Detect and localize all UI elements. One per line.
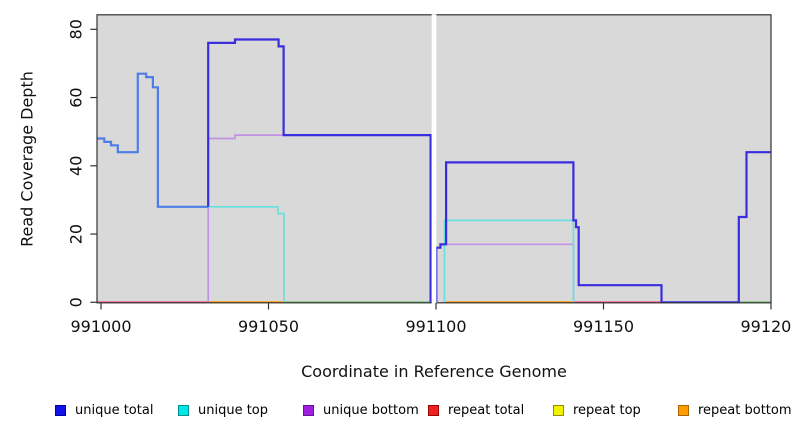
unique-total-line: [207, 38, 432, 304]
x-axis-title: Coordinate in Reference Genome: [301, 362, 567, 381]
y-tick-label: 40: [67, 156, 86, 176]
legend-label: unique total: [75, 402, 154, 418]
unique-total-line: [435, 151, 771, 304]
legend-swatch: [55, 404, 66, 416]
legend-label: repeat top: [573, 402, 641, 418]
legend-swatch: [178, 404, 189, 416]
legend-label: repeat bottom: [698, 402, 792, 418]
legend-label: unique bottom: [323, 402, 419, 418]
legend: unique total unique top unique bottom repea…: [0, 399, 792, 425]
legend-swatch: [303, 404, 314, 416]
x-tick-label: 991150: [573, 317, 634, 336]
y-tick-label: 20: [66, 224, 85, 244]
legend-item-repeat-total: repeat total: [428, 399, 524, 421]
x-tick-label: 991050: [238, 317, 299, 336]
legend-item-unique-total: unique total: [55, 399, 153, 421]
legend-item-repeat-top: repeat top: [553, 399, 641, 421]
legend-swatch: [428, 404, 439, 416]
coverage-gap-mask: [431, 14, 437, 304]
y-tick-label: 0: [67, 297, 86, 307]
legend-item-repeat-bottom: repeat bottom: [678, 399, 792, 421]
legend-label: repeat total: [448, 402, 525, 418]
y-axis-title: Read Coverage Depth: [17, 71, 37, 247]
x-tick-label: 991100: [405, 317, 466, 336]
x-tick-label: 991000: [70, 317, 131, 336]
legend-swatch: [678, 404, 689, 416]
legend-item-unique-bottom: unique bottom: [303, 399, 419, 421]
y-tick-label: 80: [67, 19, 86, 39]
y-tick-label: 60: [66, 87, 85, 107]
unique-total-line: [97, 72, 209, 208]
legend-label: unique top: [198, 402, 269, 418]
legend-swatch: [553, 404, 564, 416]
legend-item-unique-top: unique top: [178, 399, 268, 421]
